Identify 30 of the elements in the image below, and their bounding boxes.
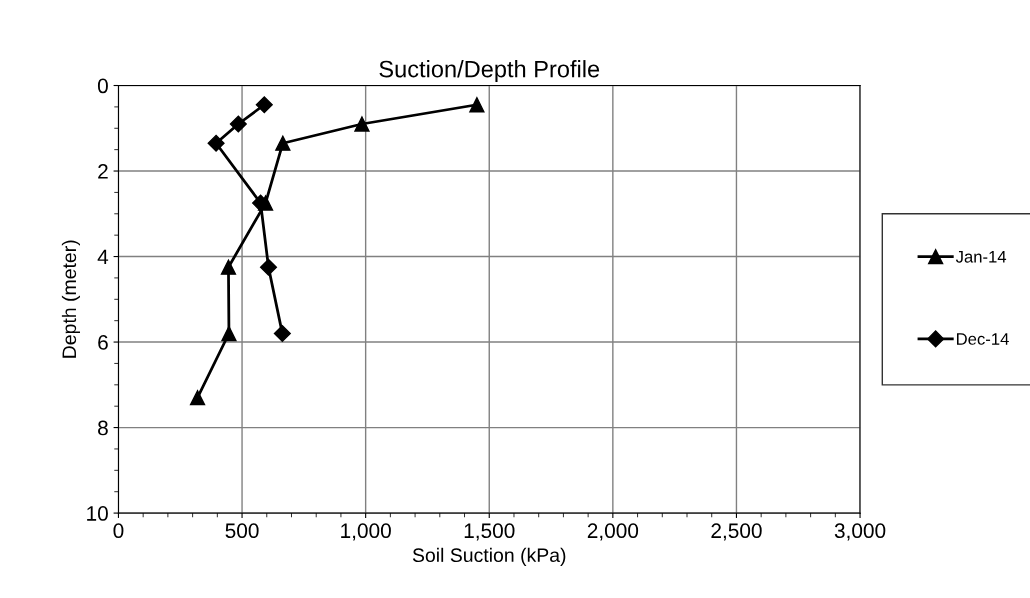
y-tick-label: 6	[98, 335, 108, 350]
x-tick-label: 500	[225, 523, 259, 539]
x-tick-label: 0	[113, 523, 124, 539]
point	[275, 135, 291, 151]
y-tick-label: 10	[87, 506, 108, 521]
point	[255, 96, 273, 114]
y-axis-title: Depth (meter)	[61, 240, 80, 358]
x-axis-title: Soil Suction (kPa)	[412, 547, 566, 566]
x-tick-label: 1,000	[341, 523, 391, 541]
x-tick-label: 2,500	[711, 523, 762, 541]
x-tick-label: 2,000	[587, 523, 639, 541]
x-tick-label: 3,000	[834, 523, 886, 541]
x-tick-label: 1,500	[464, 523, 515, 541]
legend-label: Jan-14	[955, 251, 1007, 263]
point	[273, 324, 291, 343]
point	[189, 390, 206, 406]
point	[257, 195, 274, 211]
point	[229, 115, 247, 133]
legend-label: Dec-14	[957, 333, 1009, 345]
point	[259, 258, 278, 276]
point	[221, 325, 237, 342]
point	[469, 97, 485, 113]
y-tick-label: 2	[98, 164, 108, 179]
point	[207, 134, 225, 152]
y-tick-label: 8	[98, 420, 108, 436]
y-tick-label: 0	[97, 78, 108, 94]
point	[220, 259, 237, 275]
y-tick-label: 4	[97, 249, 109, 265]
chart-title: Suction/Depth Profile	[379, 60, 600, 83]
point	[354, 116, 370, 132]
